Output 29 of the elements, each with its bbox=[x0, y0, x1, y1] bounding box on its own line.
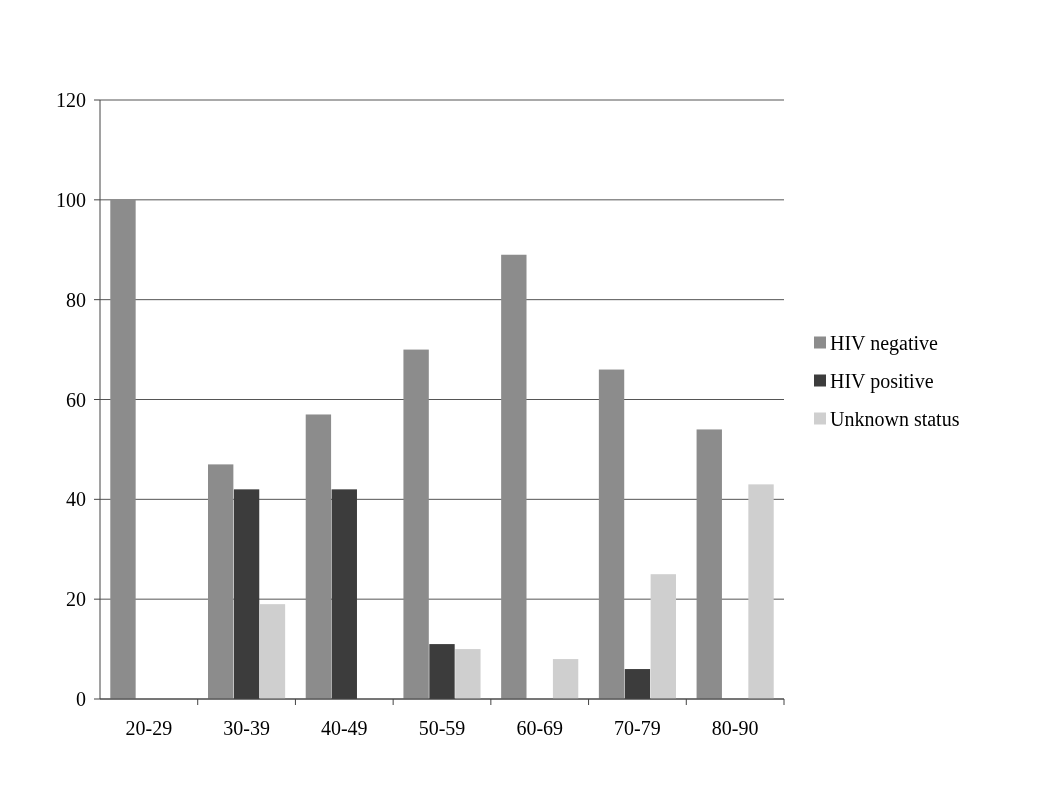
y-tick-label: 120 bbox=[56, 89, 86, 111]
y-tick-label: 40 bbox=[66, 488, 86, 511]
bar bbox=[501, 254, 527, 699]
bar bbox=[110, 199, 136, 699]
bar bbox=[598, 369, 625, 699]
y-tick-label: 20 bbox=[66, 588, 86, 611]
y-tick-label: 100 bbox=[56, 188, 86, 211]
y-tick-label: 80 bbox=[66, 288, 86, 311]
x-tick-label: 40-49 bbox=[320, 717, 368, 739]
bar bbox=[455, 649, 481, 699]
x-tick-label: 60-69 bbox=[516, 717, 564, 739]
bar bbox=[305, 414, 332, 699]
x-tick-label: 20-29 bbox=[125, 717, 173, 739]
x-tick-label: 30-39 bbox=[223, 717, 270, 739]
bar bbox=[696, 429, 722, 699]
bar bbox=[259, 604, 286, 699]
bar bbox=[748, 484, 774, 699]
x-tick-label: 80-90 bbox=[711, 717, 759, 739]
x-tick-label: 70-79 bbox=[614, 717, 661, 739]
legend-label: Unknown status bbox=[830, 407, 960, 430]
legend-label: HIV positive bbox=[830, 369, 934, 393]
legend-label: HIV negative bbox=[830, 331, 939, 355]
y-tick-label: 0 bbox=[76, 688, 86, 710]
bar bbox=[208, 464, 234, 699]
y-tick-label: 60 bbox=[66, 388, 86, 411]
x-tick-label: 50-59 bbox=[418, 717, 466, 739]
bar bbox=[403, 349, 429, 699]
bar bbox=[650, 574, 676, 699]
bar bbox=[552, 659, 579, 699]
